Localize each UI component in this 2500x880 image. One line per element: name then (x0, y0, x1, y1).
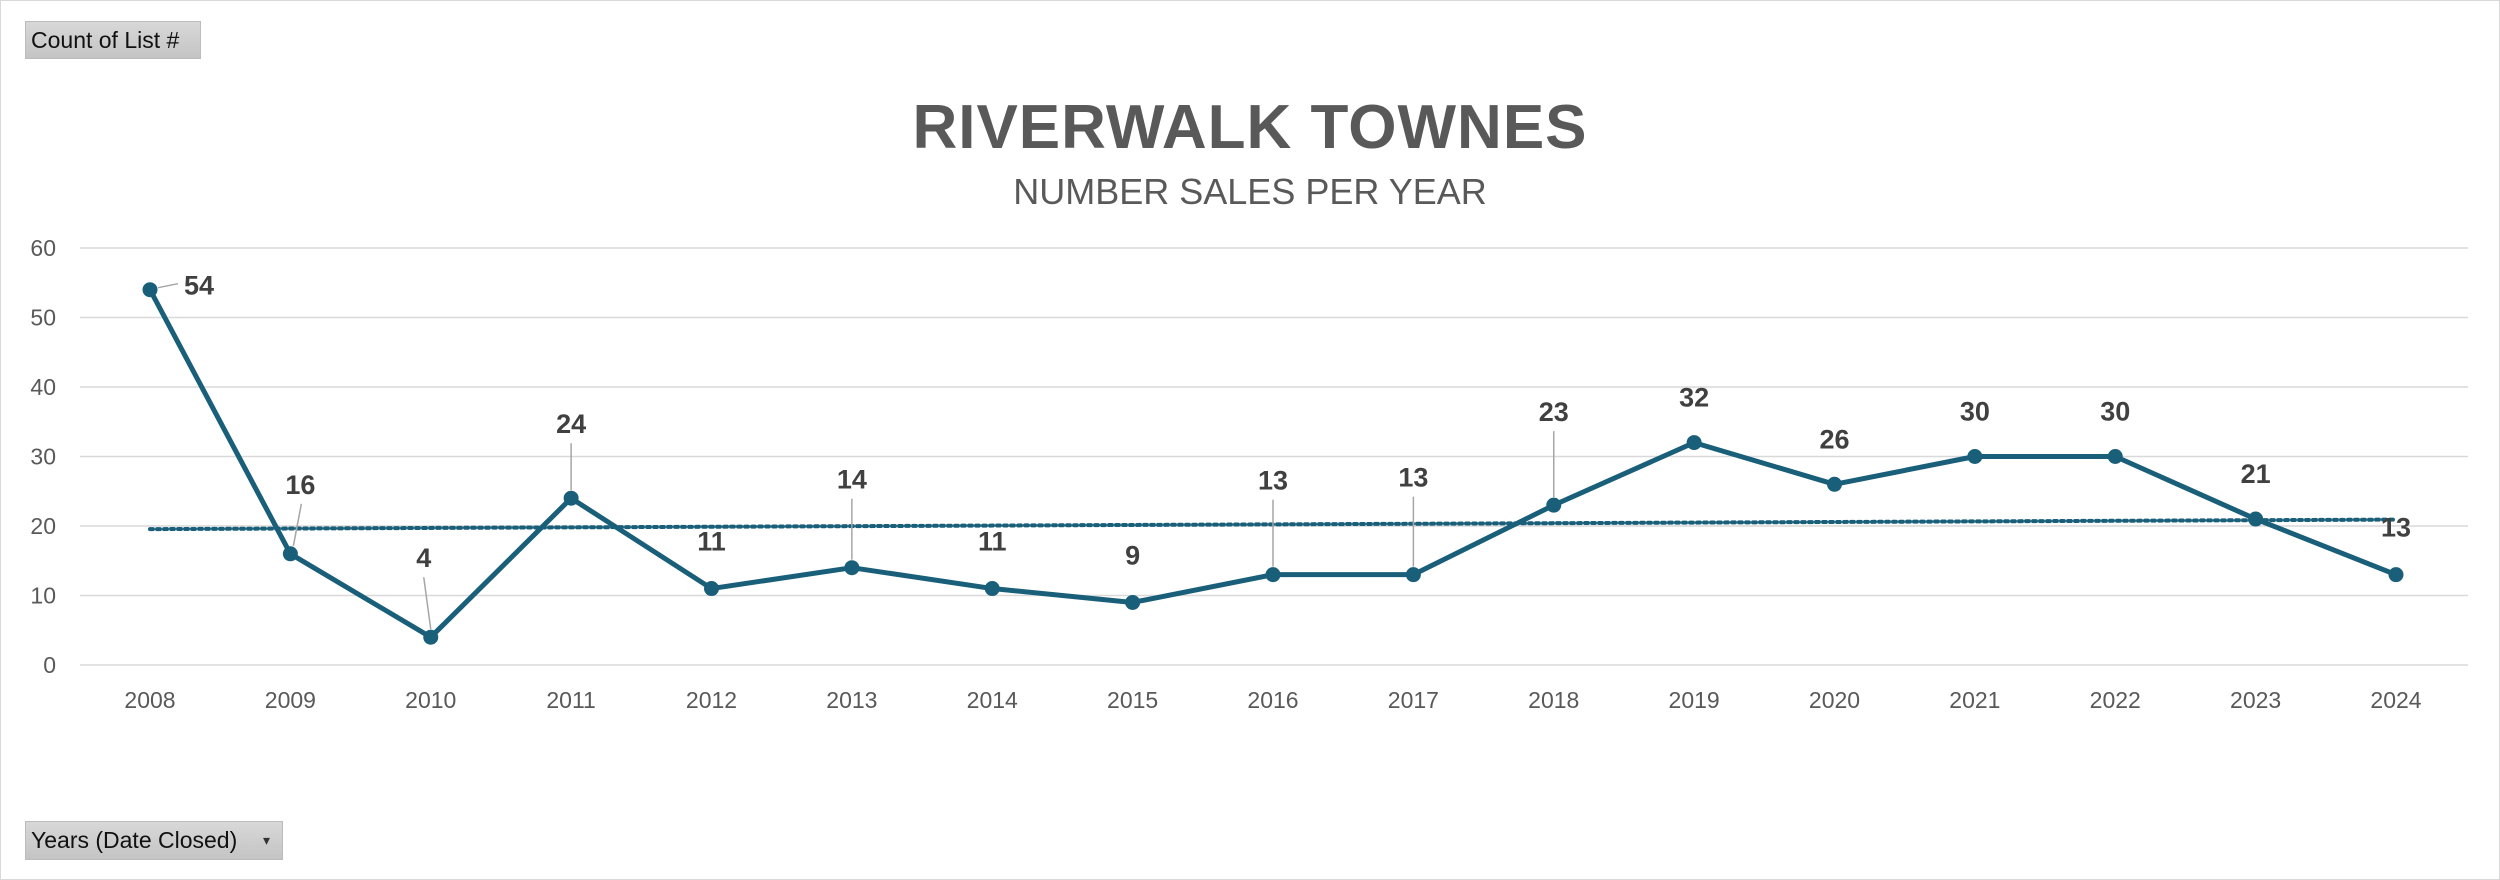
data-label: 4 (416, 543, 431, 573)
leader-line (292, 503, 303, 546)
data-label: 32 (1679, 383, 1709, 413)
data-label: 21 (2241, 459, 2271, 489)
y-tick-label: 0 (43, 652, 56, 678)
data-label: 11 (697, 527, 726, 557)
data-labels: 54 16 4 24 11 14 11 9 13 13 23 32 26 30 30 21 13 (184, 271, 2411, 574)
axis-field-label: Years (Date Closed) (31, 827, 238, 853)
x-tick-label: 2010 (405, 687, 456, 713)
data-label: 30 (2100, 397, 2130, 427)
x-tick-label: 2017 (1388, 687, 1439, 713)
series-polyline (147, 288, 2397, 640)
label-leader-lines (157, 282, 1555, 630)
data-label: 11 (978, 527, 1007, 557)
x-tick-label: 2011 (546, 687, 595, 713)
data-point (1546, 497, 1562, 513)
data-point (704, 581, 719, 597)
axis-field-button[interactable]: Years (Date Closed) ▾ (25, 821, 283, 860)
y-tick-label: 50 (30, 305, 56, 331)
data-label: 13 (1258, 466, 1288, 496)
leader-line (423, 577, 432, 630)
x-tick-label: 2022 (2090, 687, 2141, 713)
x-tick-label: 2020 (1809, 687, 1860, 713)
data-point (1405, 567, 1421, 583)
data-point (142, 282, 158, 298)
data-point (1125, 594, 1141, 610)
y-tick-label: 60 (30, 235, 56, 261)
data-point (563, 490, 579, 506)
x-tick-label: 2008 (124, 687, 175, 713)
data-label: 16 (285, 470, 315, 500)
x-axis: 2008 2009 2010 2011 2012 2013 2014 2015 2016 2017… (124, 687, 2421, 713)
leader-line (157, 282, 179, 289)
value-field-label: Count of List # (31, 27, 180, 53)
data-point (844, 560, 860, 576)
data-label: 54 (184, 271, 214, 301)
chart-title: RIVERWALK TOWNES (912, 93, 1587, 162)
chart-subtitle: NUMBER SALES PER YEAR (1013, 171, 1486, 212)
data-label: 24 (556, 409, 586, 439)
y-tick-label: 30 (30, 444, 56, 470)
y-tick-label: 20 (30, 513, 56, 539)
data-point (1827, 476, 1842, 492)
data-label: 13 (1398, 463, 1428, 493)
data-point (423, 629, 439, 645)
x-tick-label: 2023 (2230, 687, 2281, 713)
y-tick-label: 10 (30, 583, 56, 609)
y-tick-label: 40 (30, 374, 56, 400)
gridlines (80, 247, 2468, 666)
data-point (984, 581, 1000, 597)
data-point (2107, 449, 2123, 464)
data-point (2248, 511, 2264, 527)
x-tick-label: 2014 (967, 687, 1018, 713)
data-point (1967, 449, 1983, 464)
data-point (282, 546, 298, 562)
x-tick-label: 2024 (2370, 687, 2421, 713)
dropdown-arrow-icon[interactable]: ▾ (262, 832, 270, 848)
x-tick-label: 2016 (1247, 687, 1298, 713)
x-tick-label: 2012 (686, 687, 737, 713)
x-tick-label: 2015 (1107, 687, 1158, 713)
data-label: 26 (1819, 424, 1849, 454)
x-tick-label: 2019 (1669, 687, 1720, 713)
x-tick-label: 2021 (1949, 687, 2000, 713)
data-point (1686, 435, 1702, 451)
data-label: 9 (1125, 540, 1140, 570)
x-tick-label: 2013 (826, 687, 877, 713)
data-label: 14 (837, 465, 867, 495)
y-axis: 0 10 20 30 40 50 60 (30, 235, 56, 678)
x-tick-label: 2018 (1528, 687, 1579, 713)
x-tick-label: 2009 (265, 687, 316, 713)
data-point (1265, 567, 1281, 583)
data-label: 23 (1539, 397, 1569, 427)
data-label: 13 (2381, 513, 2411, 543)
data-label: 30 (1960, 397, 1990, 427)
data-point (2388, 567, 2404, 583)
series-line (142, 282, 2404, 645)
value-field-button[interactable]: Count of List # (25, 21, 201, 59)
